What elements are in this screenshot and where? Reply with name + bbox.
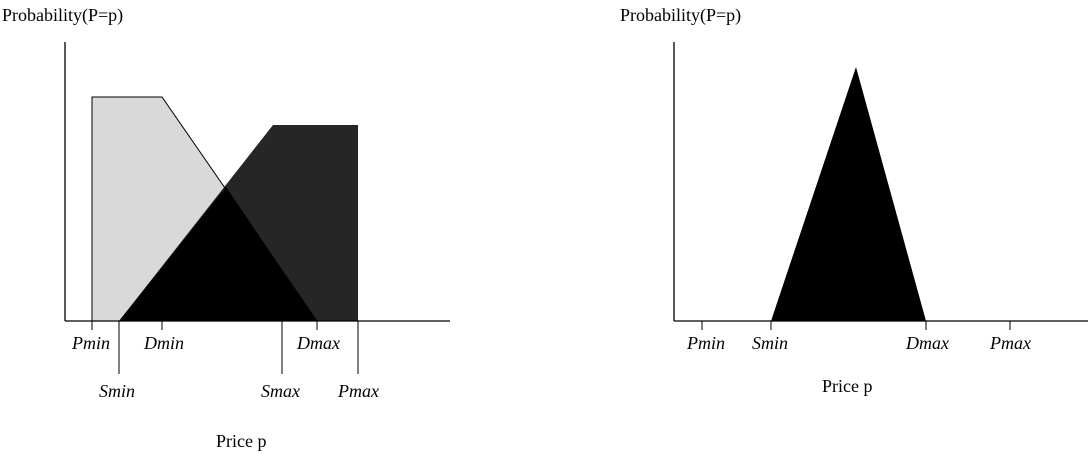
label-pmax: Pmax [337, 381, 379, 401]
left-diagram: Probability(P=p) Pmin Dmin Dmax Smin Sma… [2, 5, 450, 451]
left-x-axis-label: Price p [216, 431, 266, 451]
label-dmin: Dmin [143, 333, 184, 353]
label-pmax-right: Pmax [989, 333, 1031, 353]
demand-outline [91, 96, 318, 322]
label-dmax: Dmax [296, 333, 340, 353]
right-diagram: Probability(P=p) Pmin Smin Dmax Pmax Pri… [620, 5, 1088, 396]
label-smin: Smin [99, 381, 135, 401]
label-smin-right: Smin [752, 333, 788, 353]
label-dmax-right: Dmax [905, 333, 949, 353]
label-pmin-right: Pmin [686, 333, 725, 353]
overlap-triangle [771, 67, 926, 321]
label-smax: Smax [261, 381, 300, 401]
left-y-axis-label: Probability(P=p) [2, 5, 123, 26]
label-pmin: Pmin [71, 333, 110, 353]
right-y-axis-label: Probability(P=p) [620, 5, 741, 26]
right-x-axis-label: Price p [822, 376, 872, 396]
overlap-region [119, 187, 317, 321]
